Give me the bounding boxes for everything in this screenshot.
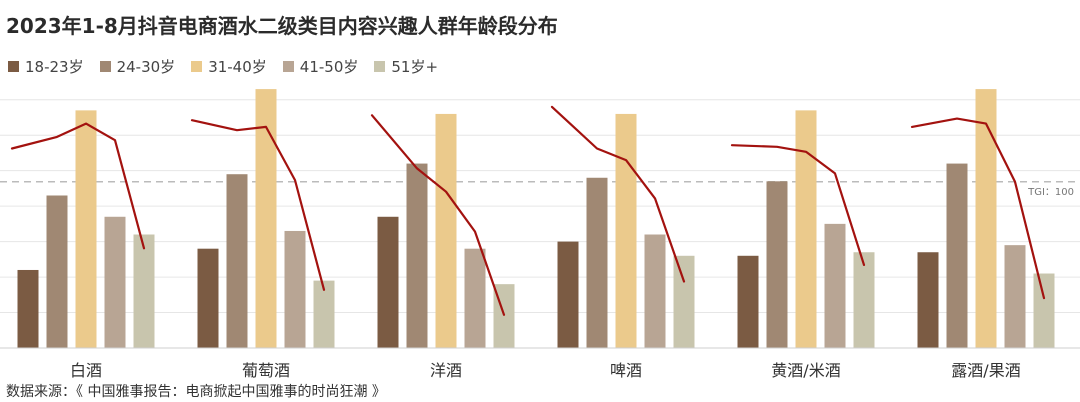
bar xyxy=(673,255,695,348)
legend-swatch xyxy=(374,60,386,72)
tgi-line xyxy=(730,144,866,266)
bar xyxy=(766,181,788,348)
tgi-line xyxy=(910,117,1046,300)
legend-label: 31-40岁 xyxy=(208,57,267,76)
legend: 18-23岁 24-30岁 31-40岁 41-50岁 51岁+ xyxy=(8,56,438,76)
bar xyxy=(46,195,68,348)
bar xyxy=(313,280,335,348)
legend-item: 18-23岁 xyxy=(8,56,84,77)
bar xyxy=(17,269,39,348)
legend-swatch xyxy=(8,60,19,72)
bar xyxy=(284,230,306,348)
x-tick-label: 白酒 xyxy=(70,361,102,380)
bar xyxy=(917,252,939,348)
x-tick-label: 葡萄酒 xyxy=(242,361,290,380)
bar xyxy=(1004,245,1026,348)
source-note: 数据来源：《 中国雅事报告：电商掀起中国雅事的时尚狂潮 》 xyxy=(6,384,386,400)
x-tick-label: 露酒/果酒 xyxy=(951,361,1020,380)
bar xyxy=(133,234,155,348)
legend-swatch xyxy=(99,60,111,72)
legend-label: 41-50岁 xyxy=(299,57,359,76)
bar xyxy=(75,110,97,348)
bar xyxy=(377,216,399,348)
legend-item: 31-40岁 xyxy=(191,56,267,77)
legend-label: 51岁+ xyxy=(391,57,439,76)
bar xyxy=(615,113,637,348)
bar xyxy=(464,248,486,348)
bar xyxy=(586,177,608,348)
bar xyxy=(226,174,248,348)
bar xyxy=(946,163,968,348)
bar xyxy=(557,241,579,348)
x-tick-label: 黄酒/米酒 xyxy=(771,361,840,380)
x-tick-label: 洋酒 xyxy=(430,361,462,380)
bar xyxy=(435,113,457,348)
bar xyxy=(737,255,759,348)
bar xyxy=(824,223,846,348)
bar xyxy=(975,89,997,349)
bar xyxy=(1033,273,1055,348)
legend-item: 41-50岁 xyxy=(282,56,359,77)
x-tick-label: 啤酒 xyxy=(610,361,642,380)
legend-swatch xyxy=(282,60,294,72)
bar xyxy=(104,216,126,348)
legend-label: 24-30岁 xyxy=(116,57,176,76)
legend-item: 51岁+ xyxy=(374,56,438,77)
legend-swatch xyxy=(191,60,203,72)
bar xyxy=(795,110,817,348)
bar xyxy=(197,248,219,348)
bar xyxy=(853,252,875,348)
chart-title: 2023年1-8月抖音电商酒水二级类目内容兴趣人群年龄段分布 xyxy=(6,14,558,38)
tgi-line xyxy=(370,114,506,316)
tgi-reference-label: TGI：100 xyxy=(1027,187,1074,198)
legend-label: 18-23岁 xyxy=(25,57,84,76)
tgi-line xyxy=(550,105,686,283)
tgi-line xyxy=(190,119,326,291)
legend-item: 24-30岁 xyxy=(99,56,176,77)
bar xyxy=(644,234,666,348)
bar xyxy=(406,163,428,348)
tgi-line xyxy=(10,122,146,250)
bar xyxy=(255,89,277,349)
